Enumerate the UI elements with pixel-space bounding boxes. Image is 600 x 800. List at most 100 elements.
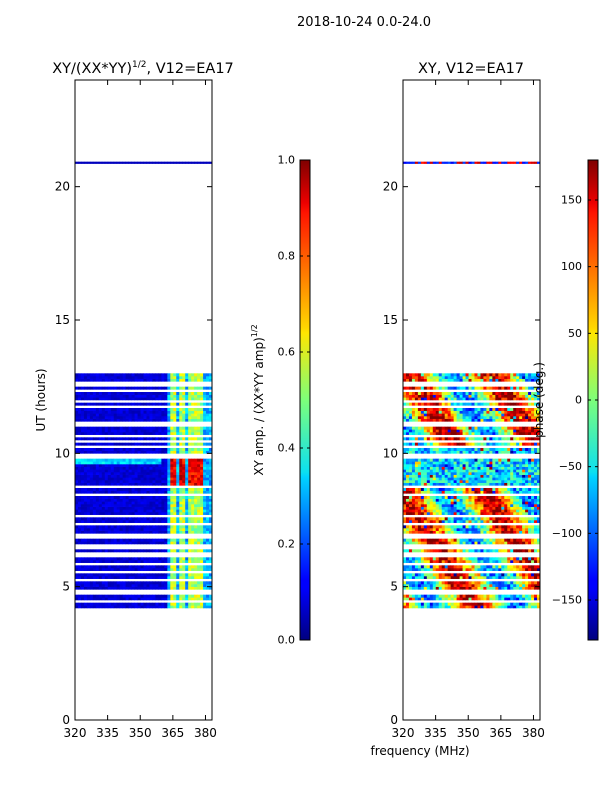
heatmap-cell [86, 504, 91, 507]
heatmap-cell [125, 376, 130, 379]
heatmap-cell [89, 504, 94, 507]
heatmap-cell [164, 413, 168, 417]
heatmap-cell [203, 397, 207, 401]
heatmap-cell [519, 496, 523, 499]
heatmap-cell [122, 466, 127, 470]
heatmap-cell [149, 480, 153, 483]
heatmap-cell [86, 392, 91, 395]
heatmap-cell [179, 472, 183, 475]
heatmap-cell [522, 477, 526, 481]
heatmap-cell [513, 506, 517, 510]
heatmap-cell [170, 530, 174, 534]
heatmap-cell [155, 464, 159, 467]
heatmap-cell [161, 506, 165, 510]
heatmap-cell [83, 605, 88, 609]
heatmap-cell [83, 426, 88, 430]
heatmap-cell [89, 472, 94, 475]
heatmap-cell [441, 437, 446, 441]
heatmap-cell [486, 461, 490, 465]
heatmap-cell [83, 482, 88, 486]
heatmap-cell [167, 437, 171, 441]
heatmap-cell [501, 466, 505, 470]
heatmap-cell [525, 482, 529, 486]
heatmap-cell [110, 482, 115, 486]
heatmap-cell [522, 458, 526, 462]
heatmap-cell [480, 458, 484, 462]
heatmap-cell [513, 464, 517, 467]
heatmap-cell [149, 373, 153, 377]
heatmap-cell [98, 464, 103, 467]
heatmap-cell [483, 464, 487, 467]
heatmap-cell [498, 458, 502, 462]
heatmap-cell [137, 565, 141, 569]
heatmap-cell [77, 373, 82, 377]
heatmap-cell [537, 482, 540, 486]
heatmap-cell [432, 490, 437, 494]
heatmap-cell [444, 602, 449, 606]
heatmap-cell [209, 605, 212, 609]
heatmap-cell [426, 530, 431, 534]
heatmap-cell [414, 576, 419, 579]
heatmap-cell [167, 378, 171, 382]
heatmap-cell [480, 557, 484, 561]
heatmap-cell [522, 512, 526, 515]
heatmap-cell [507, 517, 511, 521]
heatmap-cell [194, 448, 198, 451]
heatmap-cell [456, 573, 460, 577]
heatmap-cell [194, 517, 198, 521]
heatmap-cell [128, 605, 132, 609]
heatmap-cell [447, 450, 452, 454]
heatmap-cell [486, 597, 490, 601]
heatmap-cell [77, 418, 82, 422]
x-tick-label: 350 [129, 726, 152, 740]
heatmap-cell [405, 605, 410, 609]
heatmap-cell [80, 581, 85, 585]
heatmap-cell [75, 525, 79, 529]
heatmap-cell [164, 586, 168, 590]
heatmap-cell [191, 530, 195, 534]
heatmap-cell [191, 605, 195, 609]
heatmap-cell [537, 541, 540, 545]
heatmap-cell [510, 584, 514, 587]
heatmap-cell [203, 458, 207, 462]
heatmap-cell [170, 402, 174, 406]
heatmap-cell [146, 488, 150, 491]
heatmap-cell [143, 504, 147, 507]
heatmap-cell [152, 394, 156, 398]
heatmap-cell [405, 541, 410, 545]
heatmap-cell [459, 605, 463, 609]
heatmap-cell [411, 568, 416, 571]
heatmap-cell [495, 504, 499, 507]
heatmap-cell [143, 477, 147, 481]
heatmap-cell [149, 528, 153, 531]
heatmap-cell [191, 509, 195, 513]
heatmap-cell [206, 584, 210, 587]
heatmap-cell [531, 541, 535, 545]
heatmap-cell [537, 429, 540, 433]
heatmap-cell [131, 392, 135, 395]
heatmap-cell [80, 432, 85, 435]
heatmap-cell [77, 549, 82, 553]
heatmap-cell [131, 581, 135, 585]
heatmap-cell [86, 573, 91, 577]
heatmap-cell [182, 461, 186, 465]
heatmap-cell [197, 378, 201, 382]
heatmap-cell [152, 501, 156, 505]
heatmap-cell [137, 410, 141, 414]
heatmap-cell [197, 530, 201, 534]
heatmap-cell [152, 581, 156, 585]
heatmap-cell [170, 496, 174, 499]
heatmap-cell [408, 482, 413, 486]
heatmap-cell [510, 488, 514, 491]
heatmap-cell [206, 517, 210, 521]
heatmap-cell [420, 472, 425, 475]
heatmap-cell [110, 410, 115, 414]
heatmap-cell [537, 528, 540, 531]
heatmap-cell [149, 488, 153, 491]
heatmap-cell [134, 501, 138, 505]
heatmap-cell [531, 573, 535, 577]
heatmap-cell [197, 477, 201, 481]
heatmap-cell [146, 520, 150, 523]
heatmap-cell [152, 437, 156, 441]
heatmap-cell [495, 528, 499, 531]
